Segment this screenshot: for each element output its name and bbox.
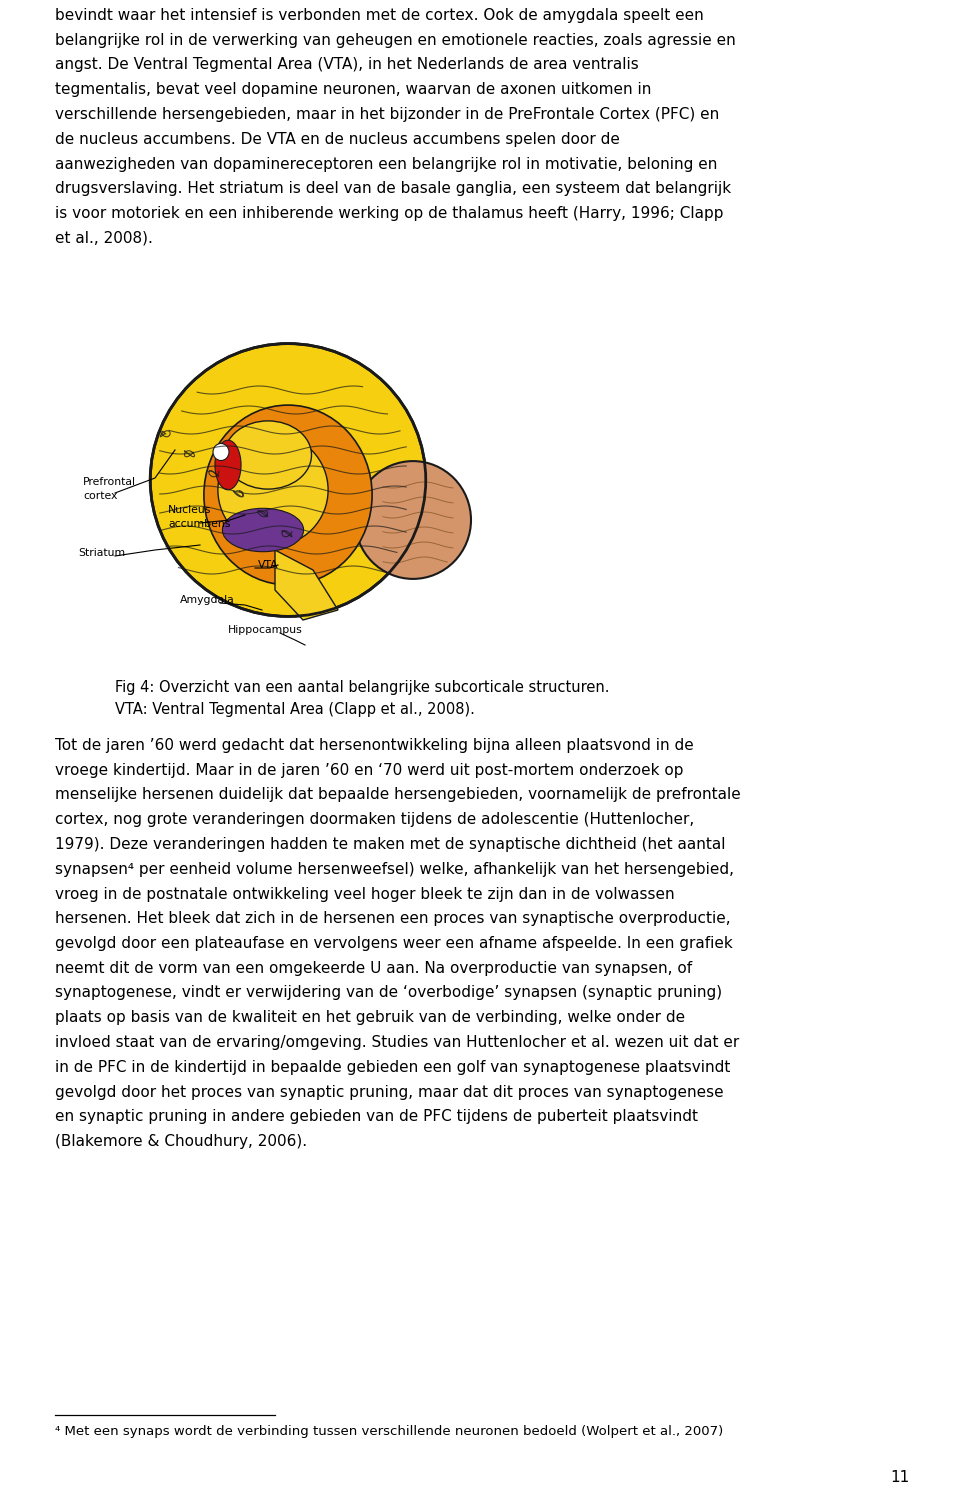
Text: synaptogenese, vindt er verwijdering van de ‘overbodige’ synapsen (synaptic prun: synaptogenese, vindt er verwijdering van… — [55, 986, 722, 1001]
Text: verschillende hersengebieden, maar in het bijzonder in de PreFrontale Cortex (PF: verschillende hersengebieden, maar in he… — [55, 107, 719, 122]
Text: cortex: cortex — [83, 491, 117, 501]
Ellipse shape — [225, 421, 311, 489]
Text: VTA: Ventral Tegmental Area (Clapp et al., 2008).: VTA: Ventral Tegmental Area (Clapp et al… — [115, 701, 475, 716]
Text: belangrijke rol in de verwerking van geheugen en emotionele reacties, zoals agre: belangrijke rol in de verwerking van geh… — [55, 33, 735, 48]
PathPatch shape — [275, 549, 338, 620]
Text: menselijke hersenen duidelijk dat bepaalde hersengebieden, voornamelijk de prefr: menselijke hersenen duidelijk dat bepaal… — [55, 787, 741, 802]
Ellipse shape — [223, 509, 303, 552]
Text: angst. De Ventral Tegmental Area (VTA), in het Nederlands de area ventralis: angst. De Ventral Tegmental Area (VTA), … — [55, 57, 638, 72]
Text: aanwezigheden van dopaminereceptoren een belangrijke rol in motivatie, beloning : aanwezigheden van dopaminereceptoren een… — [55, 157, 717, 172]
Ellipse shape — [355, 461, 471, 579]
Text: Prefrontal: Prefrontal — [83, 477, 136, 488]
Text: accumbens: accumbens — [168, 519, 230, 530]
Text: synapsen⁴ per eenheid volume hersenweefsel) welke, afhankelijk van het hersengeb: synapsen⁴ per eenheid volume hersenweefs… — [55, 862, 734, 877]
Text: VTA: VTA — [258, 560, 278, 570]
Text: Hippocampus: Hippocampus — [228, 625, 302, 635]
Text: Nucleus: Nucleus — [168, 506, 211, 515]
Text: en synaptic pruning in andere gebieden van de PFC tijdens de puberteit plaatsvin: en synaptic pruning in andere gebieden v… — [55, 1109, 698, 1124]
Text: Fig 4: Overzicht van een aantal belangrijke subcorticale structuren.: Fig 4: Overzicht van een aantal belangri… — [115, 680, 610, 695]
Ellipse shape — [215, 439, 241, 489]
Text: vroeg in de postnatale ontwikkeling veel hoger bleek te zijn dan in de volwassen: vroeg in de postnatale ontwikkeling veel… — [55, 886, 675, 901]
Text: cortex, nog grote veranderingen doormaken tijdens de adolescentie (Huttenlocher,: cortex, nog grote veranderingen doormake… — [55, 813, 694, 828]
Text: is voor motoriek en een inhiberende werking op de thalamus heeft (Harry, 1996; C: is voor motoriek en een inhiberende werk… — [55, 206, 724, 221]
Text: 11: 11 — [891, 1470, 910, 1485]
Text: hersenen. Het bleek dat zich in de hersenen een proces van synaptische overprodu: hersenen. Het bleek dat zich in de herse… — [55, 911, 731, 926]
Ellipse shape — [204, 405, 372, 585]
Ellipse shape — [213, 444, 229, 461]
Text: vroege kindertijd. Maar in de jaren ’60 en ‘70 werd uit post-mortem onderzoek op: vroege kindertijd. Maar in de jaren ’60 … — [55, 763, 684, 778]
Ellipse shape — [218, 435, 328, 546]
Text: 1979). Deze veranderingen hadden te maken met de synaptische dichtheid (het aant: 1979). Deze veranderingen hadden te make… — [55, 837, 726, 852]
Text: neemt dit de vorm van een omgekeerde U aan. Na overproductie van synapsen, of: neemt dit de vorm van een omgekeerde U a… — [55, 960, 692, 975]
Text: Amygdala: Amygdala — [180, 594, 235, 605]
Text: et al., 2008).: et al., 2008). — [55, 230, 153, 245]
Text: plaats op basis van de kwaliteit en het gebruik van de verbinding, welke onder d: plaats op basis van de kwaliteit en het … — [55, 1010, 685, 1025]
Ellipse shape — [151, 343, 425, 617]
Text: invloed staat van de ervaring/omgeving. Studies van Huttenlocher et al. wezen ui: invloed staat van de ervaring/omgeving. … — [55, 1035, 739, 1050]
Text: drugsverslaving. Het striatum is deel van de basale ganglia, een systeem dat bel: drugsverslaving. Het striatum is deel va… — [55, 181, 732, 196]
Text: bevindt waar het intensief is verbonden met de cortex. Ook de amygdala speelt ee: bevindt waar het intensief is verbonden … — [55, 8, 704, 23]
Text: in de PFC in de kindertijd in bepaalde gebieden een golf van synaptogenese plaat: in de PFC in de kindertijd in bepaalde g… — [55, 1060, 731, 1075]
Text: gevolgd door een plateaufase en vervolgens weer een afname afspeelde. In een gra: gevolgd door een plateaufase en vervolge… — [55, 936, 732, 951]
Text: ⁴ Met een synaps wordt de verbinding tussen verschillende neuronen bedoeld (Wolp: ⁴ Met een synaps wordt de verbinding tus… — [55, 1425, 723, 1437]
Text: Striatum: Striatum — [78, 548, 125, 558]
Text: (Blakemore & Choudhury, 2006).: (Blakemore & Choudhury, 2006). — [55, 1133, 307, 1148]
Text: tegmentalis, bevat veel dopamine neuronen, waarvan de axonen uitkomen in: tegmentalis, bevat veel dopamine neurone… — [55, 83, 652, 98]
Text: Tot de jaren ’60 werd gedacht dat hersenontwikkeling bijna alleen plaatsvond in : Tot de jaren ’60 werd gedacht dat hersen… — [55, 737, 694, 752]
Text: de nucleus accumbens. De VTA en de nucleus accumbens spelen door de: de nucleus accumbens. De VTA en de nucle… — [55, 132, 620, 147]
Text: gevolgd door het proces van synaptic pruning, maar dat dit proces van synaptogen: gevolgd door het proces van synaptic pru… — [55, 1085, 724, 1100]
